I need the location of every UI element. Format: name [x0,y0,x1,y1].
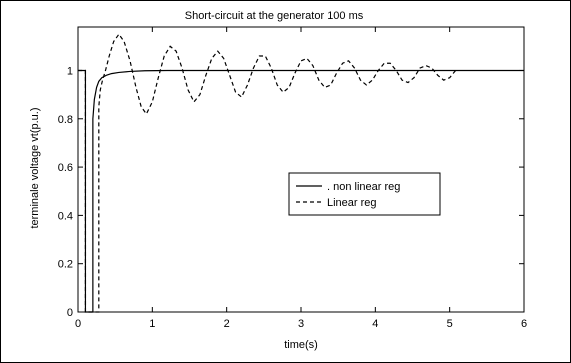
series-layer [78,33,524,313]
legend-box [288,172,441,216]
x-tick-label-0: 0 [75,318,81,330]
x-tick-label-1: 1 [149,318,155,330]
plot-area [77,26,525,313]
x-tick-label-4: 4 [372,318,378,330]
y-tick-label-0: 0 [67,307,73,319]
y-tick-label-4: 0.8 [58,114,73,126]
chart-title: Short-circuit at the generator 100 ms [185,10,364,22]
x-tick-label-2: 2 [224,318,230,330]
y-tick-label-3: 0.6 [58,162,73,174]
x-axis-label: time(s) [284,339,318,351]
y-tick-label-2: 0.4 [58,210,73,222]
legend-label-non-linear: . non linear reg [327,181,400,193]
legend: . non linear reg Linear reg [288,172,441,216]
x-tick-label-3: 3 [298,318,304,330]
y-axis-label: terminale voltage vt(p.u.) [29,107,41,228]
legend-label-linear: Linear reg [327,197,377,209]
x-tick-label-5: 5 [447,318,453,330]
y-tick-label-5: 1 [67,65,73,77]
y-tick-label-1: 0.2 [58,259,73,271]
x-tick-label-6: 6 [521,318,527,330]
x-axis: 0 1 2 3 4 5 6 [75,27,527,330]
series-linear-reg [78,33,457,313]
